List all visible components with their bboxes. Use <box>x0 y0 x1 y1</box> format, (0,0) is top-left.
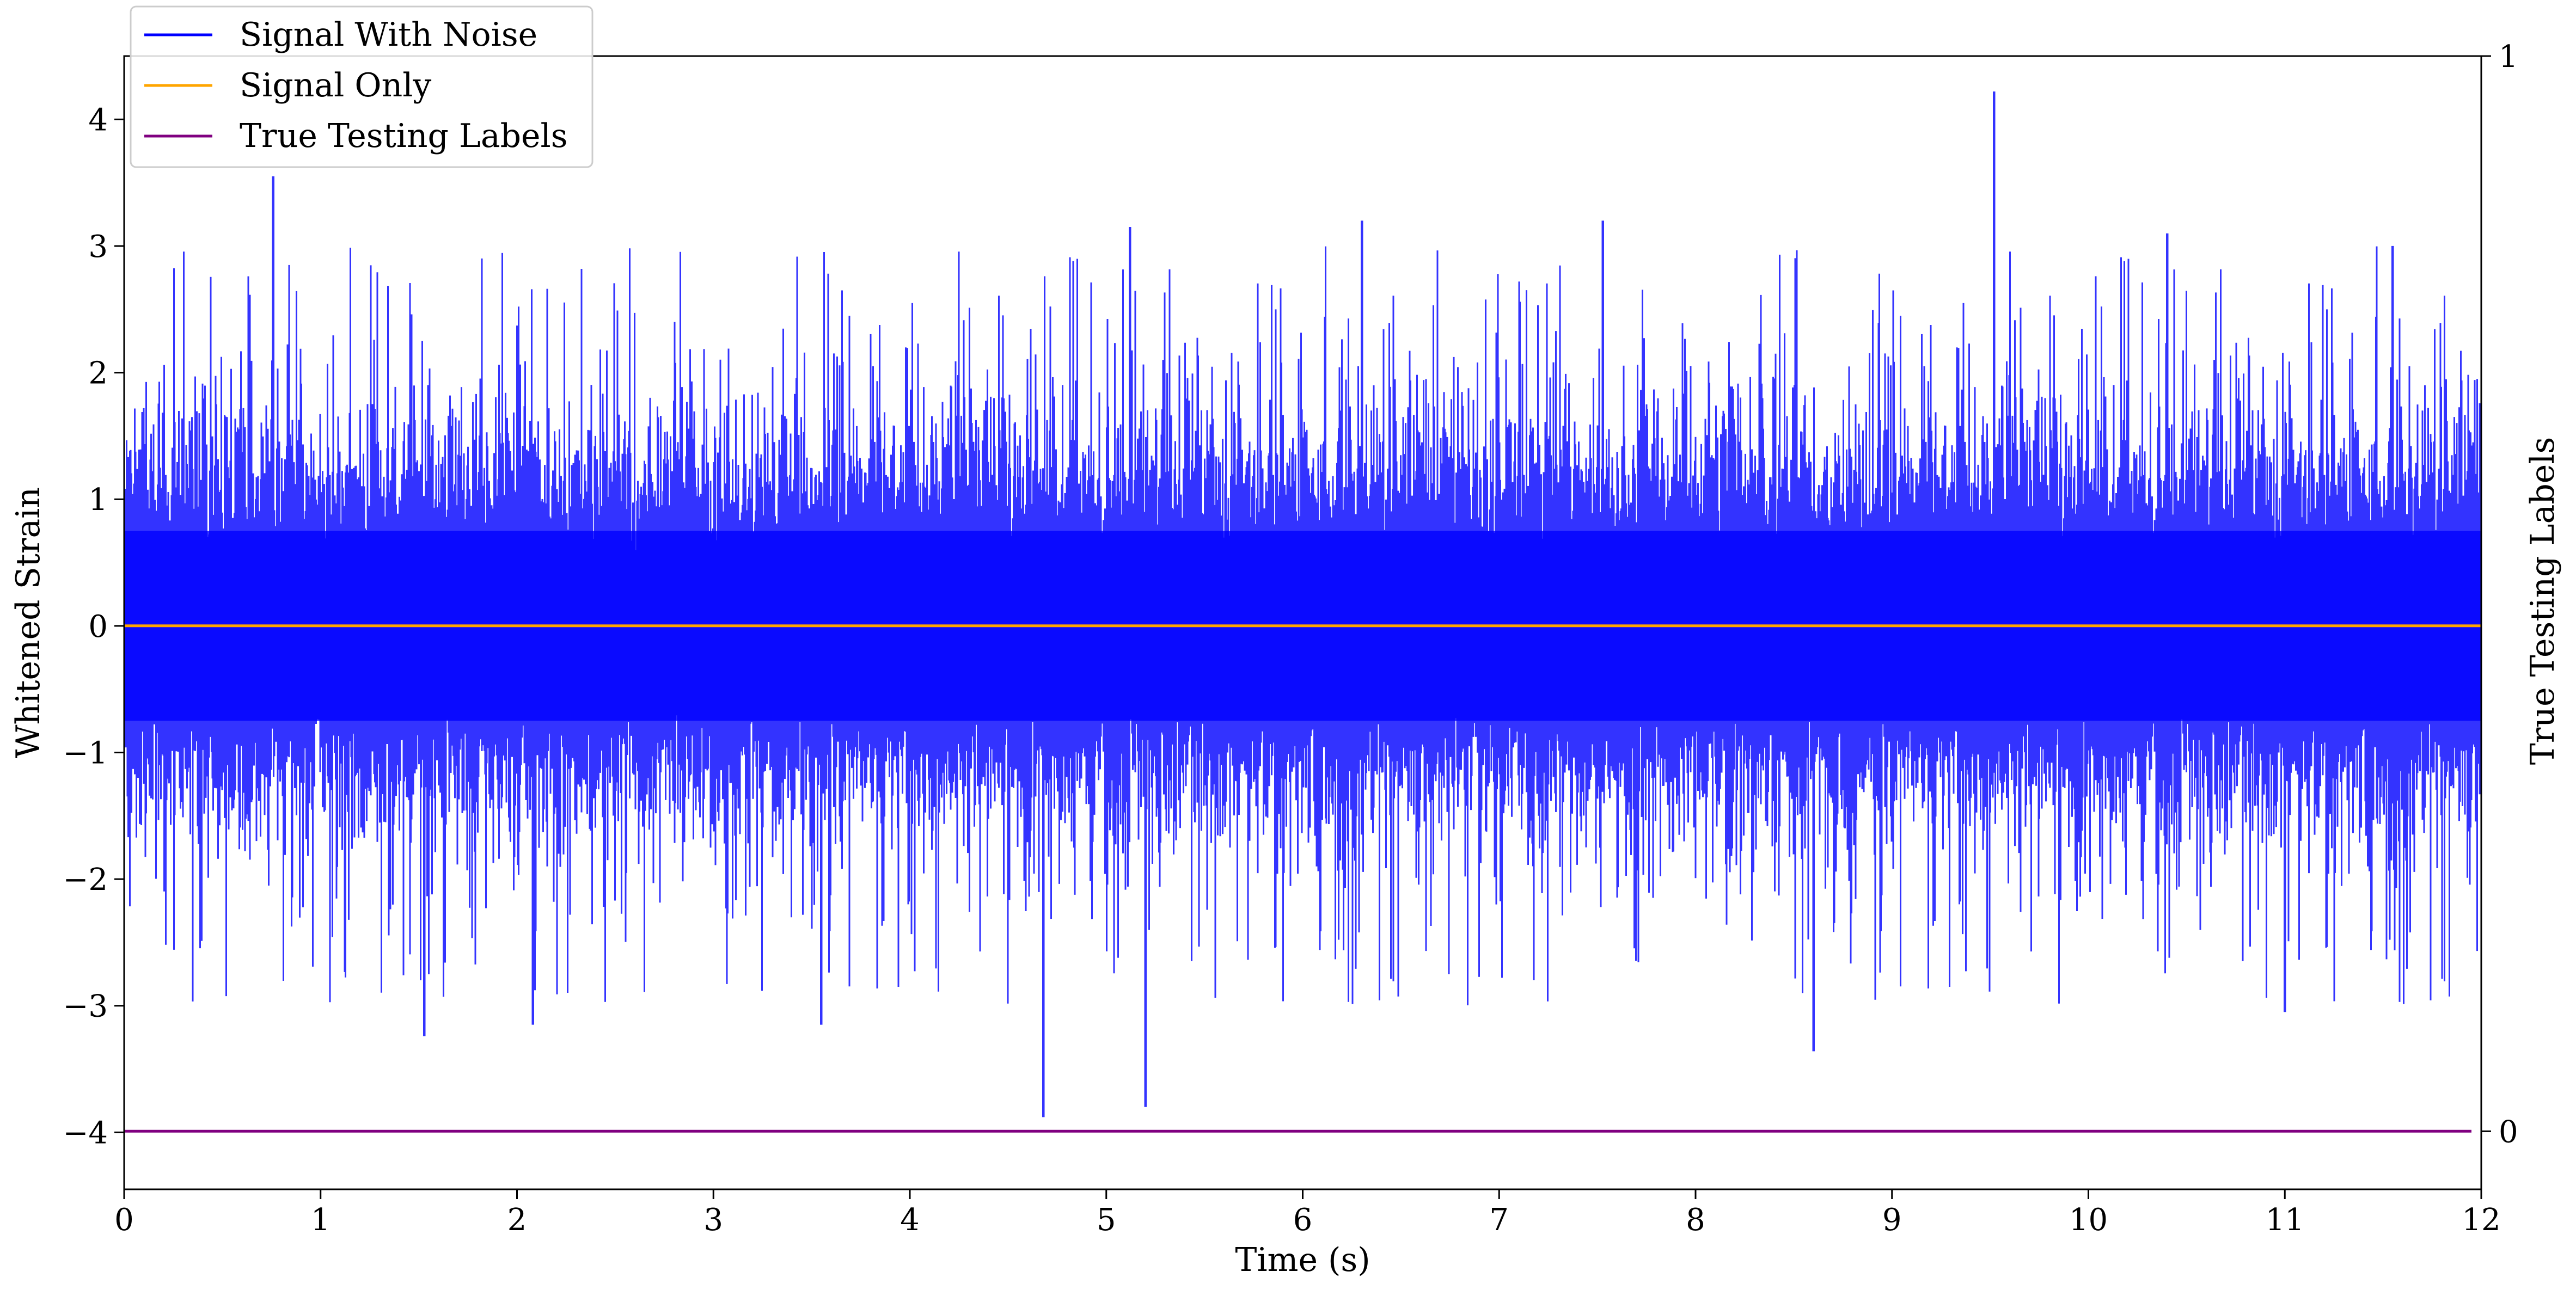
y-tick-label: −2 <box>63 862 108 898</box>
y2-axis-label: True Testing Labels <box>2524 437 2562 765</box>
y-axis-left: −4 −3 −2 −1 0 1 2 3 4 <box>63 102 124 1151</box>
y-axis-right: 01 <box>2481 39 2518 1150</box>
x-tick-label: 12 <box>2462 1202 2500 1238</box>
x-tick-label: 7 <box>1489 1202 1509 1238</box>
x-tick-label: 4 <box>900 1202 920 1238</box>
x-tick-label: 2 <box>507 1202 527 1238</box>
legend-box <box>130 5 593 168</box>
x-tick-label: 9 <box>1882 1202 1902 1238</box>
x-tick-label: 11 <box>2266 1202 2304 1238</box>
plot-area <box>124 91 2481 1133</box>
legend: Signal With Noise Signal Only True Testing… <box>130 5 593 168</box>
x-axis-label: Time (s) <box>1235 1241 1370 1279</box>
y-tick-label: −4 <box>63 1115 108 1151</box>
y-tick-label: 4 <box>88 102 108 138</box>
y-tick-label: 3 <box>88 229 108 265</box>
y-tick-label: −1 <box>63 735 108 771</box>
y-axis-label: Whitened Strain <box>9 487 47 758</box>
y2-tick-label: 1 <box>2499 39 2518 75</box>
y-tick-label: −3 <box>63 989 108 1024</box>
x-tick-label: 8 <box>1686 1202 1705 1238</box>
legend-label: Signal With Noise <box>240 16 537 54</box>
y-tick-label: 2 <box>88 356 108 391</box>
x-axis: 0 1 2 3 4 5 6 7 8 9 10 11 12 <box>114 1189 2501 1238</box>
y2-tick-label: 0 <box>2499 1114 2518 1150</box>
y-tick-label: 1 <box>88 482 108 518</box>
x-tick-label: 10 <box>2069 1202 2108 1238</box>
x-tick-label: 5 <box>1097 1202 1116 1238</box>
legend-item: True Testing Labels <box>144 117 568 155</box>
x-tick-label: 0 <box>114 1202 134 1238</box>
legend-label: Signal Only <box>240 66 431 105</box>
y-tick-label: 0 <box>88 609 108 644</box>
legend-label: True Testing Labels <box>240 117 568 155</box>
x-tick-label: 3 <box>703 1202 723 1238</box>
x-tick-label: 6 <box>1293 1202 1313 1238</box>
x-tick-label: 1 <box>311 1202 331 1238</box>
legend-item: Signal With Noise <box>144 16 537 54</box>
legend-item: Signal Only <box>144 66 431 105</box>
